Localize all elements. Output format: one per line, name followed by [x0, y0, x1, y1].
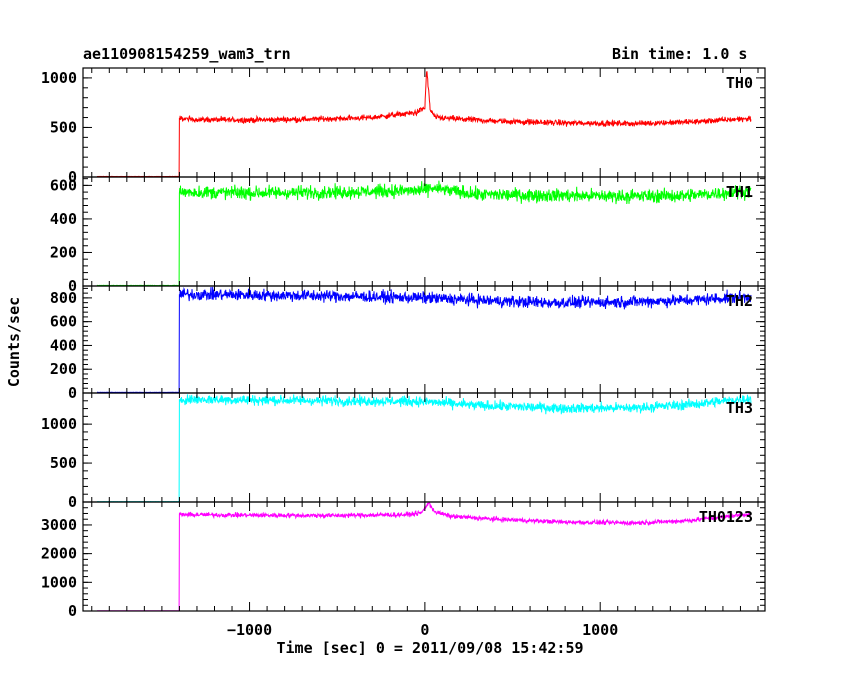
y-tick-label: 500	[50, 118, 77, 136]
y-tick-label: 500	[50, 454, 77, 472]
y-axis-label: Counts/sec	[5, 296, 23, 388]
series-line-th2	[97, 286, 752, 394]
y-tick-label: 2000	[41, 545, 77, 563]
y-tick-label: 1000	[41, 415, 77, 433]
panel-frame-th0	[82, 67, 766, 178]
y-tick-label: 0	[68, 602, 77, 620]
y-tick-label: 3000	[41, 516, 77, 534]
y-tick-label: 600	[50, 313, 77, 331]
series-line-th1	[96, 180, 752, 287]
x-tick-label: −1000	[227, 621, 272, 639]
y-tick-label: 1000	[41, 69, 77, 87]
series-label-th0123: TH0123	[699, 508, 753, 526]
y-tick-label: 600	[50, 176, 77, 194]
y-tick-label: 0	[68, 168, 77, 186]
x-tick-label: 1000	[582, 621, 618, 639]
series-line-th3	[97, 394, 752, 503]
object-title: ae110908154259_wam3_trn	[83, 45, 291, 63]
y-tick-label: 400	[50, 336, 77, 354]
series-label-th1: TH1	[726, 183, 753, 201]
panel-frame-th0123	[82, 501, 766, 612]
y-tick-label: 0	[68, 493, 77, 511]
series-label-th3: TH3	[726, 399, 753, 417]
panel-frame-th3	[82, 392, 766, 503]
y-tick-label: 400	[50, 210, 77, 228]
series-label-th2: TH2	[726, 292, 753, 310]
y-tick-label: 200	[50, 243, 77, 261]
y-tick-label: 200	[50, 360, 77, 378]
y-tick-label: 800	[50, 289, 77, 307]
x-axis-label: Time [sec] 0 = 2011/09/08 15:42:59	[276, 639, 584, 657]
series-line-th0	[97, 71, 752, 178]
y-tick-label: 0	[68, 277, 77, 295]
series-label-th0: TH0	[726, 74, 753, 92]
x-tick-label: 0	[420, 621, 429, 639]
y-tick-label: 0	[68, 384, 77, 402]
bin-time-label: Bin time: 1.0 s	[612, 45, 748, 63]
series-line-th0123	[97, 502, 752, 612]
y-tick-label: 1000	[41, 573, 77, 591]
